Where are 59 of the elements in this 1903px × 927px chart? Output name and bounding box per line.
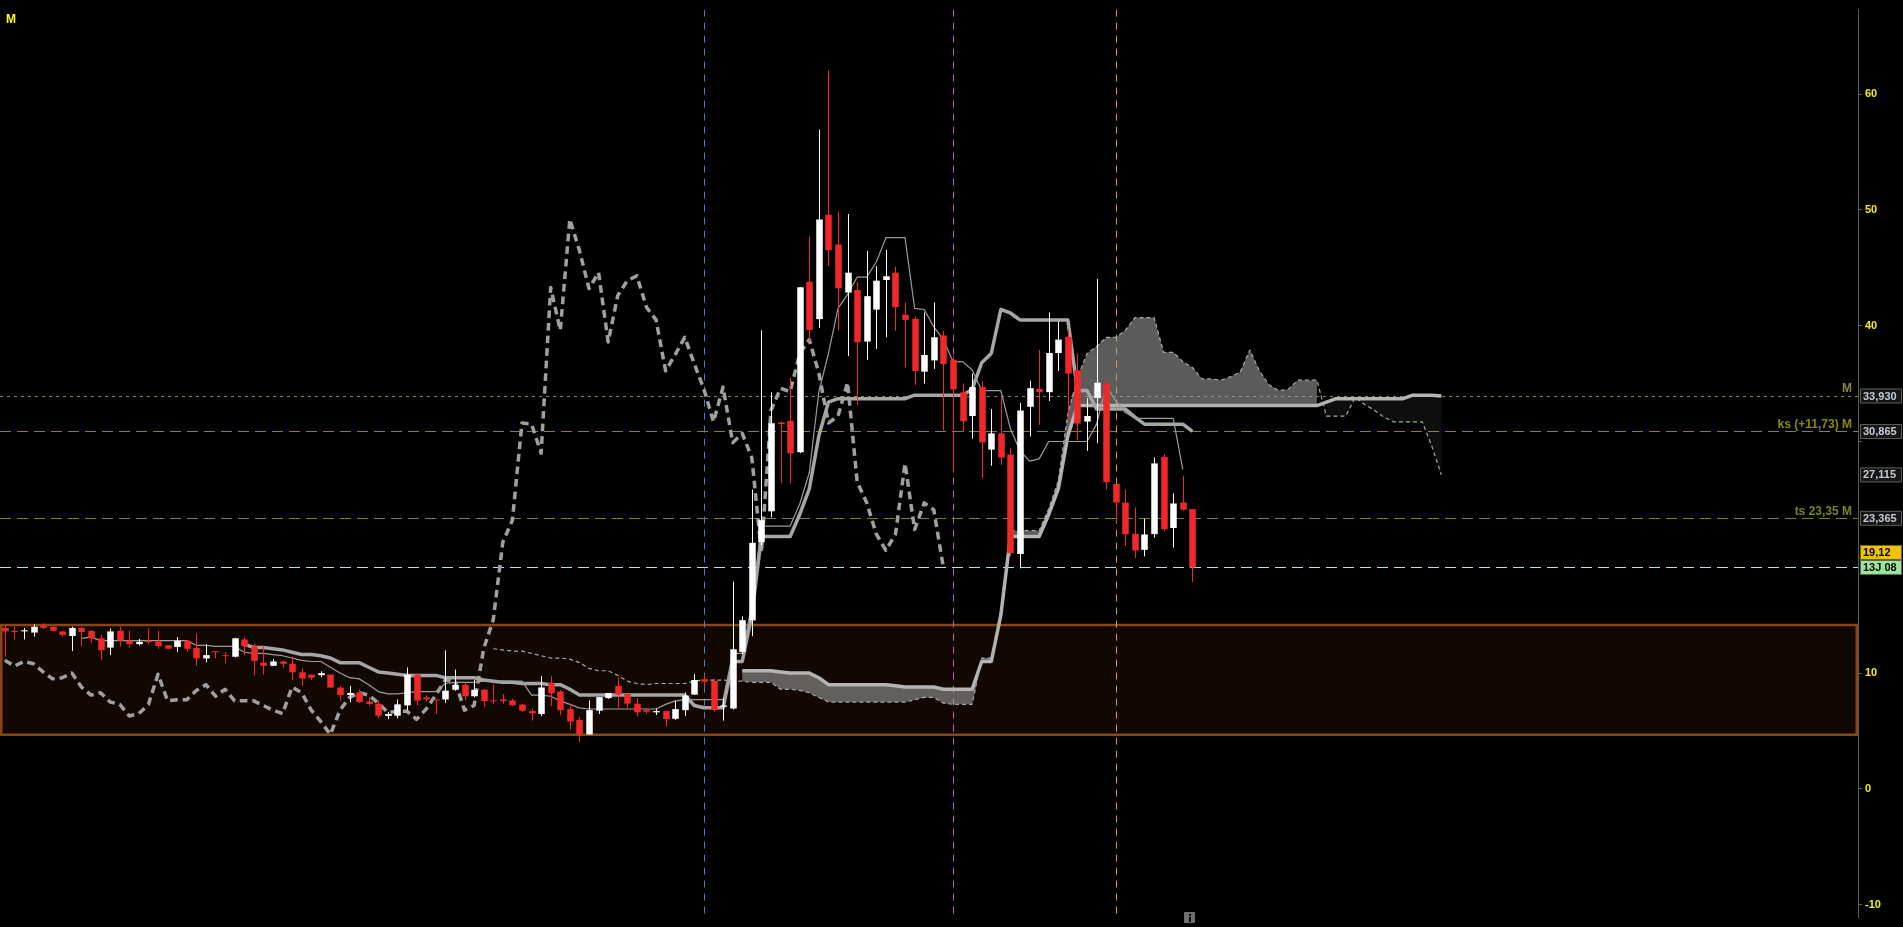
candlestick bbox=[433, 698, 440, 715]
ref-line-label: ts 23,35 M bbox=[1794, 503, 1852, 518]
text: 19,12 bbox=[1863, 546, 1891, 559]
y-tick-label: 60 bbox=[1865, 87, 1878, 100]
candlestick bbox=[193, 632, 200, 667]
y-tick-label: 0 bbox=[1865, 781, 1872, 794]
candlestick bbox=[921, 312, 928, 385]
annotation: 27,115 bbox=[1863, 468, 1897, 481]
candlestick bbox=[1084, 397, 1091, 452]
candlestick bbox=[1036, 349, 1043, 426]
candlestick bbox=[1180, 475, 1187, 512]
candlestick bbox=[394, 698, 401, 719]
candlestick bbox=[1113, 483, 1120, 523]
candlestick bbox=[222, 651, 229, 664]
candlestick bbox=[1055, 320, 1062, 372]
ref-line-label: ks (+11,73) M bbox=[1777, 416, 1852, 431]
candlestick bbox=[576, 716, 583, 743]
candlestick bbox=[78, 626, 85, 647]
candlestick bbox=[490, 683, 497, 705]
candlestick bbox=[289, 656, 296, 681]
candlestick bbox=[557, 689, 564, 716]
candlestick bbox=[251, 643, 258, 676]
text: 13J 08 bbox=[1863, 561, 1897, 574]
candlestick bbox=[260, 644, 267, 676]
candlestick bbox=[452, 669, 459, 692]
annotation: 33,930 bbox=[1863, 389, 1897, 402]
candlestick bbox=[442, 649, 449, 704]
candlestick bbox=[1094, 278, 1101, 444]
candlestick bbox=[845, 213, 852, 357]
y-tick-label: 50 bbox=[1865, 202, 1878, 215]
candlestick bbox=[634, 697, 641, 718]
y-tick-label: 10 bbox=[1865, 666, 1878, 679]
ref-line-label: M bbox=[1842, 381, 1852, 396]
candlestick bbox=[1027, 380, 1034, 438]
candlestick bbox=[2, 625, 9, 658]
candlestick bbox=[107, 628, 114, 656]
candlestick bbox=[691, 673, 698, 696]
candlestick bbox=[117, 626, 124, 647]
candlestick bbox=[682, 691, 689, 717]
y-tick-label: 40 bbox=[1865, 318, 1878, 331]
candlestick bbox=[758, 329, 765, 547]
candlestick bbox=[69, 626, 76, 652]
candlestick bbox=[931, 302, 938, 370]
candlestick bbox=[902, 302, 909, 368]
candlestick bbox=[1141, 518, 1148, 557]
annotation: 30,865 bbox=[1863, 425, 1897, 438]
candlestick bbox=[615, 676, 622, 709]
candlestick bbox=[883, 249, 890, 338]
candlestick bbox=[98, 634, 105, 661]
candlestick bbox=[567, 703, 574, 731]
candlestick bbox=[1132, 506, 1139, 559]
annotation: 23,365 bbox=[1863, 511, 1897, 524]
candlestick bbox=[778, 420, 785, 484]
y-tick-label: -10 bbox=[1865, 897, 1881, 910]
candlestick bbox=[672, 700, 679, 721]
candlestick bbox=[988, 408, 995, 467]
candlestick bbox=[203, 643, 210, 663]
chart-title: M bbox=[6, 12, 16, 27]
candlestick bbox=[548, 675, 555, 707]
